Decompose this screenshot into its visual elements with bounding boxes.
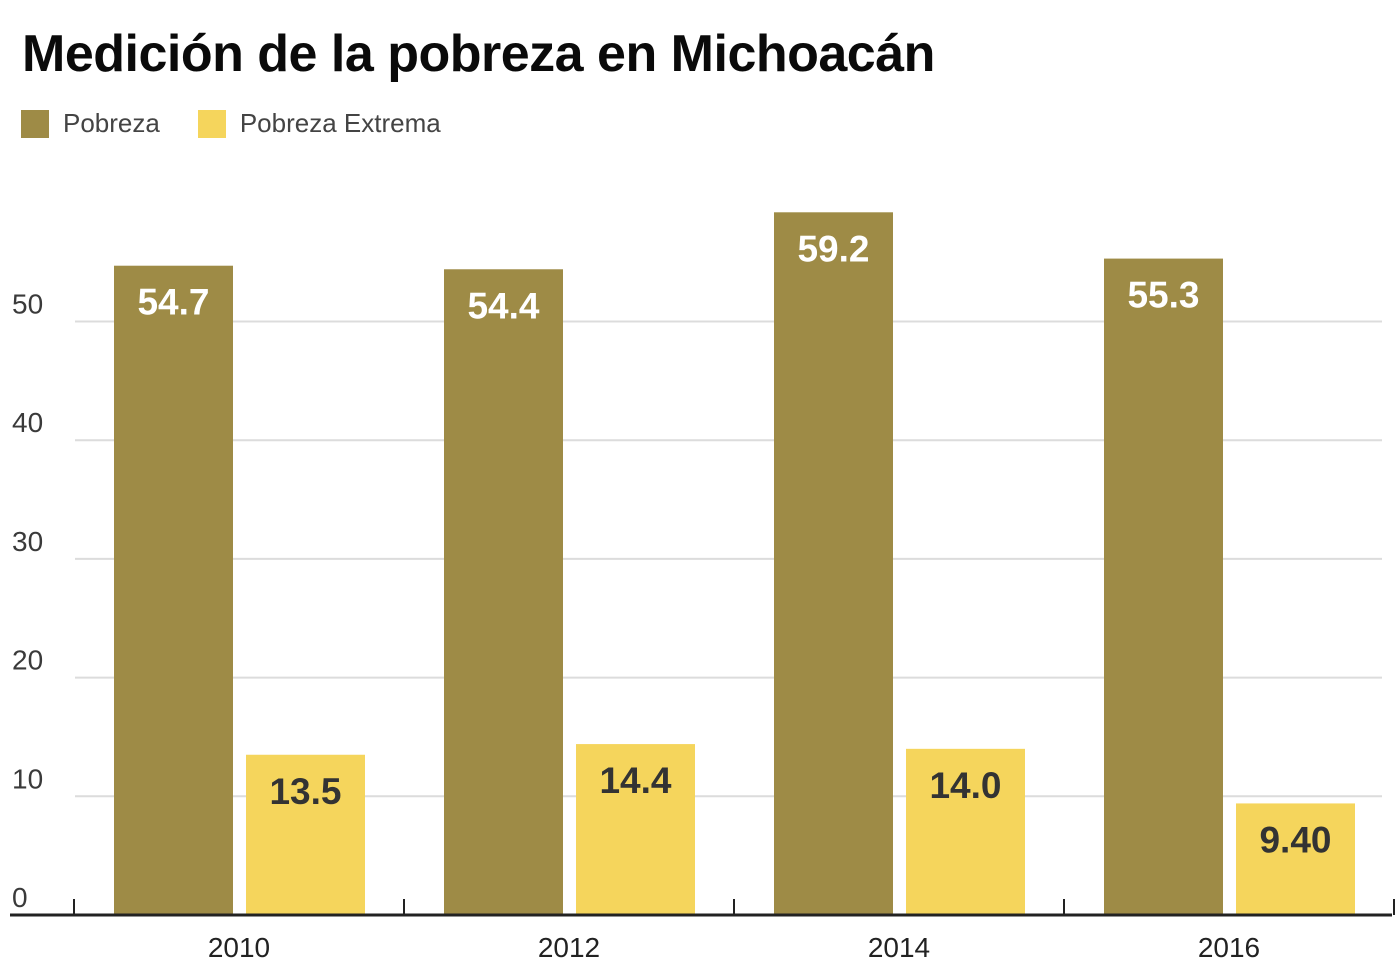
y-tick-label-10: 10 [12, 763, 43, 794]
value-label-pobreza-extrema-2014: 14.0 [929, 765, 1001, 806]
y-tick-label-30: 30 [12, 526, 43, 557]
bar-pobreza-extrema-2014 [906, 748, 1025, 915]
legend-item-pobreza: Pobreza [21, 108, 160, 139]
value-label-pobreza-2014: 59.2 [797, 228, 869, 269]
legend-item-pobreza-extrema: Pobreza Extrema [197, 108, 441, 139]
y-tick-label-20: 20 [12, 645, 43, 676]
y-tick-label-0: 0 [12, 882, 28, 913]
chart-title: Medición de la pobreza en Michoacán [22, 25, 935, 83]
x-tick-label-2016: 2016 [1198, 932, 1260, 963]
y-tick-label-40: 40 [12, 407, 43, 438]
legend-swatch-pobreza [21, 109, 49, 138]
value-label-pobreza-2012: 54.4 [467, 285, 539, 326]
bar-pobreza-2012 [444, 269, 563, 916]
legend-swatch-pobreza-extrema [197, 109, 226, 138]
x-tick-label-2014: 2014 [868, 932, 930, 963]
bar-pobreza-2016 [1104, 258, 1223, 915]
y-tick-label-50: 50 [12, 289, 43, 320]
bar-pobreza-2010 [114, 265, 233, 915]
bar-pobreza-extrema-2012 [576, 744, 695, 915]
value-label-pobreza-2016: 55.3 [1127, 275, 1199, 316]
legend: Pobreza Pobreza Extrema [21, 108, 441, 139]
x-tick-label-2010: 2010 [208, 932, 270, 963]
value-label-pobreza-2010: 54.7 [137, 282, 209, 323]
bar-pobreza-extrema-2016 [1236, 803, 1355, 915]
x-tick-label-2012: 2012 [538, 932, 600, 963]
bar-pobreza-extrema-2010 [246, 754, 365, 915]
bar-pobreza-2014 [774, 212, 893, 915]
legend-label-pobreza-extrema: Pobreza Extrema [239, 108, 441, 138]
value-label-pobreza-extrema-2016: 9.40 [1259, 819, 1331, 860]
value-label-pobreza-extrema-2012: 14.4 [599, 760, 671, 801]
legend-label-pobreza: Pobreza [63, 108, 160, 138]
value-label-pobreza-extrema-2010: 13.5 [269, 771, 341, 812]
